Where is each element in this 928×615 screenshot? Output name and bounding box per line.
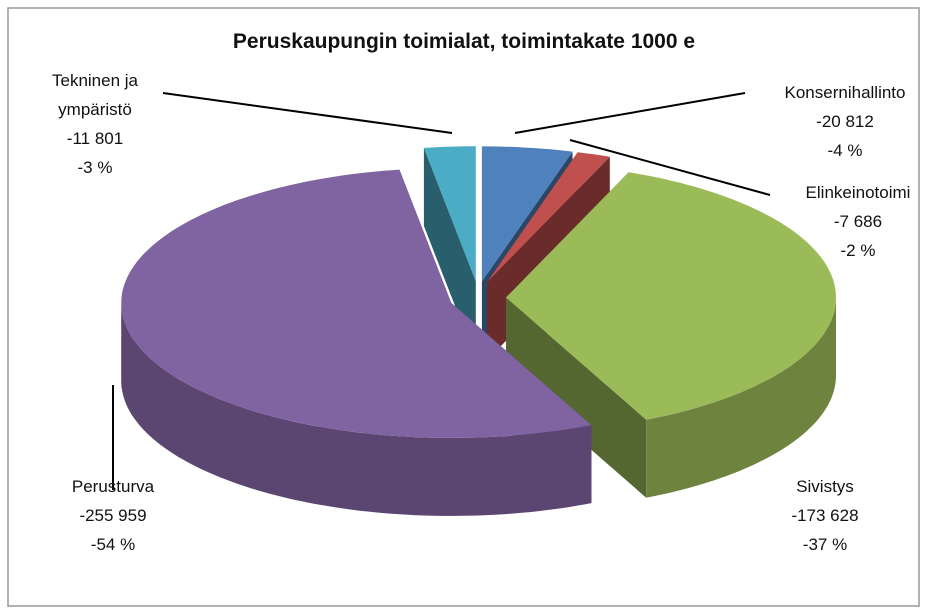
slice-value: -11 801 [66,129,124,148]
slice [121,169,592,438]
slice-value: -2 % [840,241,876,260]
slice-side [423,147,476,360]
slice-name: Perusturva [71,477,155,496]
slice-value: -20 812 [816,112,874,131]
slice-side [506,297,647,498]
slice-value: -173 628 [791,506,859,525]
slice-value: -37 % [802,535,848,554]
chart-title: Peruskaupungin toimialat, toimintakate 1… [232,30,696,53]
data-label: Tekninen ja ympäristö -11 801 -3 % [20,66,170,182]
slice [506,172,836,420]
slice-wall [121,302,592,516]
slice-name: Konsernihallinto [784,83,906,102]
slice-wall [646,297,836,498]
data-label: Elinkeinotoimi -7 686 -2 % [773,178,928,265]
slice-value: -4 % [827,141,863,160]
slice-name: Sivistys [796,477,854,496]
data-label: Perusturva -255 959 -54 % [33,472,193,559]
slice [487,152,610,283]
slice-value: -255 959 [79,506,147,525]
data-label: Sivistys -173 628 -37 % [745,472,905,559]
slice [481,146,573,282]
slice-name: Tekninen ja ympäristö [51,71,138,119]
leader-line [162,92,453,134]
data-label: Konsernihallinto -20 812 -4 % [745,78,928,165]
slice-value: -7 686 [833,212,883,231]
leader-line [514,92,746,134]
slice [423,146,476,282]
slice-value: -3 % [77,158,113,177]
slice-name: Elinkeinotoimi [805,183,911,202]
leader-line [569,139,771,196]
slice-value: -54 % [90,535,136,554]
